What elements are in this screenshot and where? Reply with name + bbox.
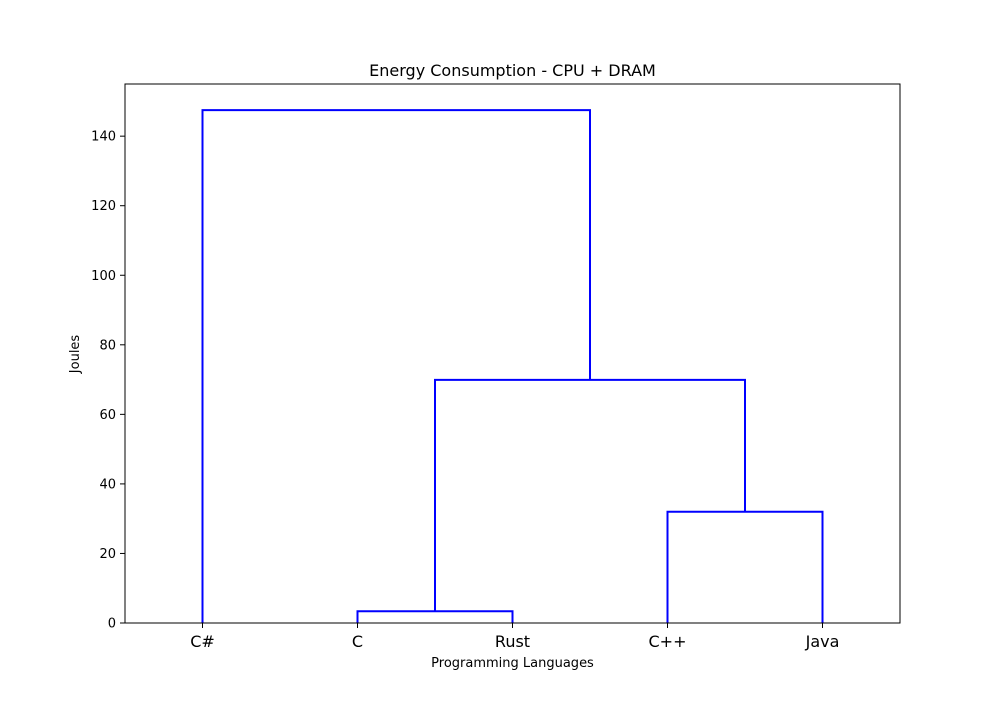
plot-area [125, 84, 900, 623]
x-axis-label: Programming Languages [431, 656, 594, 671]
y-axis-label: Joules [68, 335, 83, 375]
y-tick-label: 80 [99, 338, 116, 353]
dendrogram-link-4 [666, 510, 824, 623]
y-tick-label: 140 [91, 130, 116, 145]
y-axis: 0 20 40 60 80 100 120 140 [91, 130, 125, 632]
y-tick-label: 120 [91, 199, 116, 214]
x-tick-label: Java [805, 632, 840, 651]
x-tick-label: C [352, 632, 363, 651]
y-tick-label: 20 [99, 547, 116, 562]
y-tick-label: 0 [108, 617, 116, 632]
chart-title: Energy Consumption - CPU + DRAM [369, 61, 656, 80]
x-axis: C# C Rust C++ Java [190, 623, 839, 651]
x-tick-label: Rust [495, 632, 530, 651]
dendrogram-link-3 [434, 378, 746, 612]
y-tick-label: 40 [99, 477, 116, 492]
x-tick-label: C# [190, 632, 215, 651]
y-tick-label: 60 [99, 408, 116, 423]
dendrogram-links [201, 109, 824, 623]
y-tick-label: 100 [91, 269, 116, 284]
x-tick-label: C++ [649, 632, 687, 651]
dendrogram-link-1 [201, 109, 591, 623]
